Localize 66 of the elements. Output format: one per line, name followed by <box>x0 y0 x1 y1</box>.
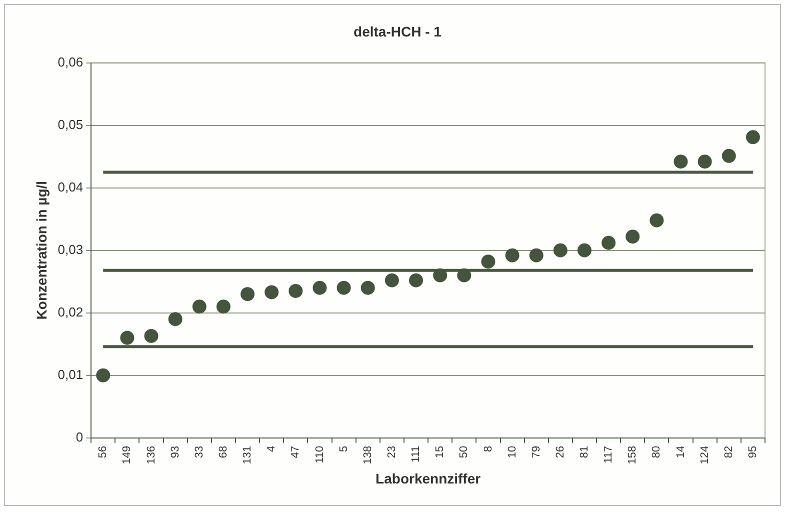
x-tick-label: 136 <box>145 446 158 464</box>
y-tick-label: 0,05 <box>58 116 84 132</box>
x-tick-label: 95 <box>746 446 759 458</box>
point <box>481 254 496 269</box>
x-tick-label: 111 <box>410 446 422 463</box>
x-tick-label: 14 <box>674 446 687 458</box>
point <box>409 273 424 288</box>
y-tick-label: 0,04 <box>58 179 84 194</box>
chart-title: delta-HCH - 1 <box>354 23 442 40</box>
point <box>288 284 303 298</box>
point <box>698 154 712 169</box>
y-axis-title: Konzentration in µg/l <box>33 180 50 320</box>
point <box>626 230 640 244</box>
x-tick-label: 56 <box>97 446 110 458</box>
x-tick-label: 10 <box>506 446 518 458</box>
point <box>746 130 760 144</box>
x-tick-label: 117 <box>602 446 615 464</box>
point <box>336 280 351 295</box>
x-tick-label: 81 <box>578 446 591 458</box>
point <box>722 148 736 163</box>
point <box>360 280 375 295</box>
x-tick-label: 15 <box>434 446 446 458</box>
x-tick-label: 79 <box>530 446 542 458</box>
x-tick-label: 158 <box>626 446 639 464</box>
x-tick-label: 47 <box>290 446 302 458</box>
y-tick-label: 0,03 <box>58 242 84 257</box>
y-tick-label: 0,02 <box>58 304 84 320</box>
point <box>192 300 206 314</box>
point <box>144 328 158 343</box>
point <box>457 268 472 282</box>
x-tick-label: 4 <box>266 446 278 452</box>
x-tick-label: 33 <box>193 446 206 458</box>
x-tick-label: 149 <box>121 446 134 464</box>
point <box>650 213 664 228</box>
point <box>553 243 568 258</box>
point <box>384 273 399 288</box>
x-tick-label: 5 <box>338 446 350 452</box>
point <box>674 154 688 169</box>
x-tick-label: 138 <box>362 446 374 464</box>
x-tick-label: 82 <box>722 446 735 458</box>
x-tick-label: 50 <box>458 446 470 458</box>
x-tick-label: 80 <box>650 446 663 458</box>
y-tick-label: 0 <box>76 429 84 444</box>
point <box>312 280 327 295</box>
x-tick-label: 110 <box>314 446 326 464</box>
x-tick-label: 23 <box>386 446 398 458</box>
point <box>264 285 279 300</box>
x-tick-label: 68 <box>218 446 230 458</box>
point <box>96 368 110 382</box>
point <box>433 268 448 282</box>
x-tick-label: 93 <box>169 446 182 458</box>
point <box>529 248 544 262</box>
x-tick-label: 131 <box>242 446 254 464</box>
x-tick-label: 8 <box>482 446 494 452</box>
point <box>577 243 592 258</box>
x-tick-label: 124 <box>698 446 711 464</box>
x-tick-label: 26 <box>554 446 566 458</box>
point <box>216 300 230 314</box>
point <box>240 287 255 302</box>
point <box>505 248 520 262</box>
point <box>602 236 616 250</box>
point <box>120 330 134 345</box>
x-axis-title: Laborkennziffer <box>376 470 482 486</box>
point <box>168 312 182 326</box>
y-tick-label: 0,06 <box>58 54 84 70</box>
y-tick-label: 0,01 <box>58 366 84 382</box>
